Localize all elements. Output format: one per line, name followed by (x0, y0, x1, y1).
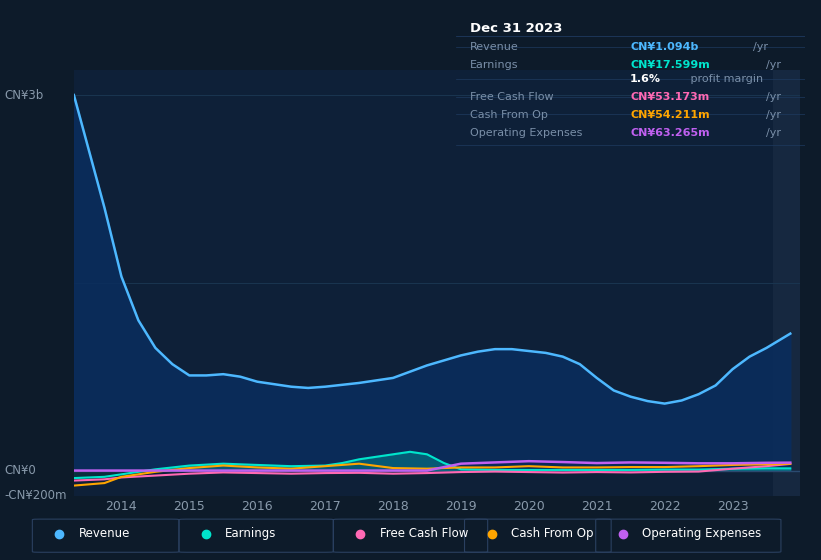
Text: Earnings: Earnings (225, 528, 277, 540)
Text: /yr: /yr (766, 60, 782, 70)
Text: Free Cash Flow: Free Cash Flow (379, 528, 468, 540)
Text: Revenue: Revenue (79, 528, 130, 540)
Text: CN¥54.211m: CN¥54.211m (631, 110, 709, 120)
Text: Earnings: Earnings (470, 60, 518, 70)
Text: /yr: /yr (753, 43, 768, 53)
Text: /yr: /yr (766, 92, 782, 102)
Text: 1.6%: 1.6% (631, 74, 661, 84)
Text: Revenue: Revenue (470, 43, 518, 53)
Text: CN¥17.599m: CN¥17.599m (631, 60, 710, 70)
Text: CN¥0: CN¥0 (4, 464, 36, 477)
Text: CN¥1.094b: CN¥1.094b (631, 43, 699, 53)
Text: profit margin: profit margin (686, 74, 763, 84)
Text: Operating Expenses: Operating Expenses (470, 128, 582, 138)
Text: Operating Expenses: Operating Expenses (642, 528, 761, 540)
Text: CN¥3b: CN¥3b (4, 88, 44, 101)
Text: /yr: /yr (766, 128, 782, 138)
Text: CN¥53.173m: CN¥53.173m (631, 92, 709, 102)
Text: Dec 31 2023: Dec 31 2023 (470, 22, 562, 35)
Text: Cash From Op: Cash From Op (470, 110, 548, 120)
Text: /yr: /yr (766, 110, 782, 120)
Bar (773, 70, 800, 496)
Text: Cash From Op: Cash From Op (511, 528, 594, 540)
Text: CN¥63.265m: CN¥63.265m (631, 128, 709, 138)
Text: Free Cash Flow: Free Cash Flow (470, 92, 553, 102)
Text: -CN¥200m: -CN¥200m (4, 489, 67, 502)
